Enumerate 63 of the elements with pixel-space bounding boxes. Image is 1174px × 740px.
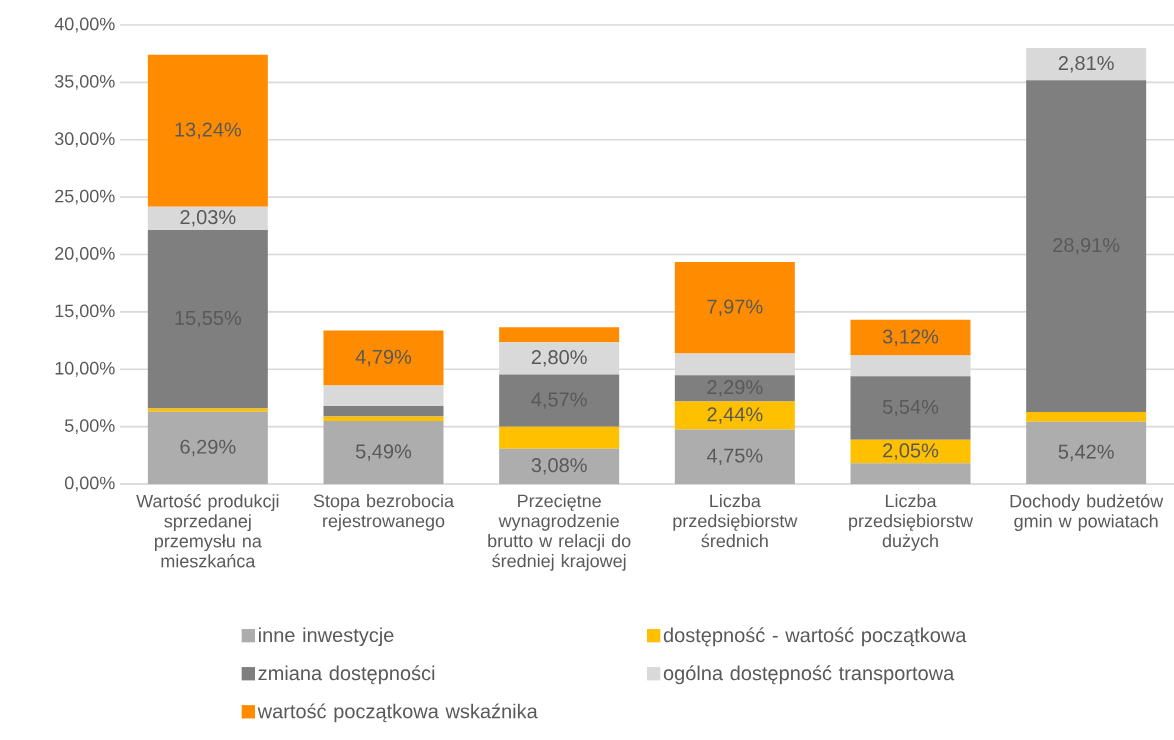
bar — [499, 448, 620, 484]
y-tick-label: 25,00% — [55, 189, 115, 205]
bar — [147, 229, 268, 409]
data-label: 2,80% — [531, 350, 587, 367]
bar — [147, 54, 268, 207]
bar — [147, 408, 268, 412]
x-tick-label: Wartość produkcji sprzedanej przemysłu na mieszkańca — [136, 494, 279, 568]
bar — [499, 374, 620, 427]
legend-label: zmiana dostępności — [258, 665, 435, 685]
bar — [499, 426, 620, 449]
bar — [323, 406, 444, 417]
bar — [1026, 48, 1147, 81]
y-tick-label: 5,00% — [64, 419, 115, 435]
legend-label: dostępność - wartość początkowa — [663, 627, 967, 647]
x-tick-label: Stopa bezrobocia rejestrowanego — [313, 494, 455, 531]
bar — [323, 416, 444, 421]
x-tick-label: Przeciętne wynagrodzenie brutto w relacji do średniej krajowej — [488, 494, 631, 571]
bar — [1026, 412, 1147, 422]
y-tick-label: 20,00% — [55, 247, 115, 262]
data-label: 5,42% — [1058, 444, 1114, 462]
data-label: 4,79% — [355, 349, 412, 367]
y-tick-label: 35,00% — [54, 74, 115, 90]
data-label: 3,12% — [882, 329, 939, 346]
data-label: 4,75% — [706, 448, 763, 465]
bar — [674, 261, 795, 354]
bar — [674, 353, 795, 376]
legend-label: wartość początkowa wskaźnika — [257, 703, 538, 723]
bar — [850, 439, 971, 464]
bar — [850, 463, 971, 484]
x-tick-label: Liczba przedsiębiorstw średnich — [673, 494, 798, 548]
bar — [147, 411, 268, 484]
y-tick-label: 10,00% — [55, 361, 115, 377]
bar — [499, 327, 620, 343]
bar — [674, 429, 795, 484]
data-label: 2,81% — [1058, 55, 1114, 73]
data-label: 5,49% — [355, 444, 412, 461]
y-tick-label: 40,00% — [54, 17, 115, 33]
bar — [850, 355, 971, 377]
legend-label: ogólna dostępność transportowa — [663, 665, 955, 685]
bar — [323, 421, 444, 484]
data-label: 2,44% — [707, 407, 763, 424]
data-label: 6,29% — [180, 439, 236, 457]
y-tick-label: 30,00% — [54, 132, 115, 148]
data-label: 2,05% — [883, 443, 939, 460]
bar — [323, 330, 444, 386]
y-tick-label: 0,00% — [64, 476, 115, 492]
bar — [850, 319, 971, 356]
bar — [674, 401, 795, 430]
y-tick-label: 15,00% — [55, 304, 115, 320]
data-label: 3,08% — [531, 458, 587, 475]
data-label: 2,03% — [180, 210, 236, 227]
bar — [850, 376, 971, 440]
bar — [1026, 421, 1147, 484]
data-label: 7,97% — [707, 299, 763, 316]
bar — [323, 385, 444, 407]
bar — [499, 342, 620, 375]
bar — [147, 206, 268, 230]
bar — [674, 375, 795, 402]
data-label: 13,24% — [175, 122, 242, 139]
bar — [1026, 80, 1147, 413]
x-tick-label: Dochody budżetów gmin w powiatach — [1010, 494, 1164, 532]
x-tick-label: Liczba przedsiębiorstw dużych — [849, 494, 974, 551]
legend-label: inne inwestycje — [259, 627, 394, 647]
